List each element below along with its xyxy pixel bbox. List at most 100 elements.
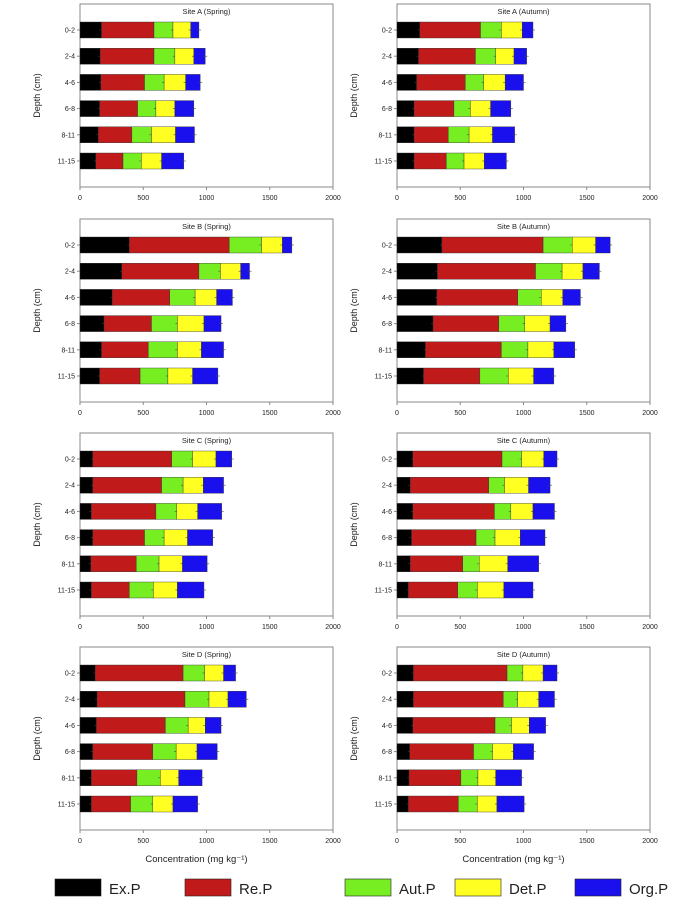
x-tick-label: 500	[454, 195, 466, 202]
y-tick-label: 6-8	[382, 321, 392, 328]
x-tick-label: 500	[454, 410, 466, 417]
bar-exp-4-6	[79, 289, 113, 306]
bar-autp-6-8	[498, 315, 525, 332]
bar-detp-8-11	[477, 769, 496, 786]
bar-detp-4-6	[194, 289, 217, 306]
bar-rep-0-2	[92, 450, 172, 468]
bar-detp-4-6	[176, 503, 198, 520]
legend-item-orgp: Org.P	[574, 878, 668, 898]
legend-swatch	[344, 878, 392, 897]
bar-detp-0-2	[261, 236, 283, 254]
bar-autp-8-11	[131, 126, 152, 144]
bar-autp-11-15	[479, 367, 509, 385]
bar-orgp-8-11	[495, 769, 522, 786]
bar-orgp-4-6	[528, 717, 546, 734]
bar-detp-11-15	[477, 795, 498, 813]
x-tick-label: 0	[395, 195, 399, 202]
bar-exp-11-15	[79, 367, 100, 385]
bar-rep-8-11	[425, 341, 502, 358]
y-tick-label: 0-2	[65, 28, 75, 35]
bar-autp-11-15	[122, 152, 142, 170]
bar-rep-2-4	[413, 691, 504, 708]
x-tick-label: 1500	[262, 624, 278, 631]
bar-detp-6-8	[494, 529, 521, 546]
bar-exp-11-15	[79, 152, 97, 170]
x-axis-label: Concentration (mg kg⁻¹)	[462, 854, 564, 865]
bar-orgp-6-8	[196, 743, 218, 760]
bar-autp-8-11	[501, 341, 529, 358]
bar-exp-0-2	[79, 236, 130, 254]
bar-detp-4-6	[187, 717, 206, 734]
panel-7: Site D (Spring) Depth (cm) 0 500 1000 1500 200…	[32, 646, 341, 845]
bar-rep-6-8	[99, 100, 138, 117]
x-tick-label: 1500	[262, 410, 278, 417]
y-tick-label: 4-6	[382, 295, 392, 302]
bar-detp-0-2	[501, 21, 523, 39]
bar-rep-6-8	[411, 529, 477, 546]
bar-rep-0-2	[441, 236, 544, 254]
bar-rep-6-8	[409, 743, 474, 760]
y-tick-label: 6-8	[65, 106, 75, 113]
x-tick-label: 500	[454, 838, 466, 845]
legend-label: Det.P	[509, 881, 547, 898]
bar-autp-11-15	[458, 795, 478, 813]
bar-exp-6-8	[79, 315, 105, 332]
y-tick-label: 2-4	[382, 269, 392, 276]
bar-autp-8-11	[462, 555, 480, 572]
legend-label: Ex.P	[109, 881, 141, 898]
legend-item-rep: Re.P	[184, 878, 272, 898]
bar-exp-4-6	[79, 74, 102, 91]
bar-exp-11-15	[396, 152, 415, 170]
y-tick-label: 4-6	[382, 723, 392, 730]
bar-detp-2-4	[174, 48, 195, 65]
bar-rep-2-4	[121, 263, 200, 280]
bar-orgp-8-11	[175, 126, 195, 144]
bar-detp-6-8	[163, 529, 188, 546]
y-tick-label: 8-11	[62, 347, 76, 354]
y-axis-label: Depth (cm)	[349, 502, 359, 547]
bar-exp-2-4	[79, 48, 101, 65]
bar-orgp-0-2	[595, 236, 611, 254]
legend-item-exp: Ex.P	[54, 878, 141, 898]
bar-rep-8-11	[91, 769, 138, 786]
bar-detp-11-15	[152, 795, 174, 813]
bar-detp-8-11	[468, 126, 493, 144]
bar-orgp-6-8	[203, 315, 222, 332]
bar-orgp-0-2	[215, 450, 233, 468]
bar-autp-4-6	[165, 717, 189, 734]
legend-item-detp: Det.P	[454, 878, 547, 898]
bar-rep-8-11	[408, 769, 462, 786]
bar-autp-0-2	[171, 450, 193, 468]
bar-autp-6-8	[151, 315, 178, 332]
x-tick-label: 2000	[325, 624, 341, 631]
bar-orgp-4-6	[197, 503, 222, 520]
bar-detp-0-2	[572, 236, 596, 254]
bar-rep-8-11	[90, 555, 137, 572]
y-axis-label: Depth (cm)	[349, 73, 359, 118]
y-tick-label: 0-2	[382, 671, 392, 678]
x-tick-label: 0	[395, 410, 399, 417]
bar-rep-11-15	[423, 367, 481, 385]
x-tick-label: 1000	[199, 624, 215, 631]
y-tick-label: 0-2	[382, 28, 392, 35]
y-tick-label: 0-2	[65, 243, 75, 250]
y-tick-label: 11-15	[58, 802, 75, 809]
bar-orgp-2-4	[528, 477, 551, 494]
bar-exp-6-8	[396, 100, 415, 117]
bar-detp-8-11	[479, 555, 508, 572]
y-tick-label: 11-15	[375, 159, 392, 166]
y-tick-label: 6-8	[382, 535, 392, 542]
bar-autp-6-8	[475, 529, 496, 546]
y-tick-label: 0-2	[382, 243, 392, 250]
bar-orgp-8-11	[201, 341, 224, 358]
bar-orgp-11-15	[192, 367, 219, 385]
y-tick-label: 2-4	[382, 483, 392, 490]
bar-autp-0-2	[501, 450, 522, 468]
x-tick-label: 500	[137, 195, 149, 202]
bar-exp-8-11	[79, 341, 102, 358]
panel-4: Site B (Autumn) Depth (cm) 0 500 1000 1500 200…	[349, 218, 658, 417]
bar-orgp-8-11	[492, 126, 515, 144]
y-tick-label: 4-6	[65, 723, 75, 730]
x-tick-label: 0	[78, 410, 82, 417]
bar-exp-2-4	[79, 691, 98, 708]
